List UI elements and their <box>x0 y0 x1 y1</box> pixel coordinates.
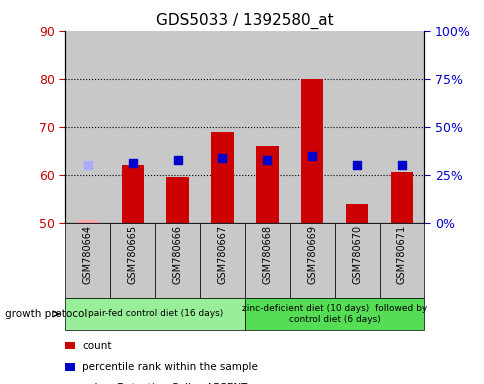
Point <box>129 160 136 166</box>
Bar <box>289 31 334 223</box>
Point <box>84 162 91 168</box>
Text: growth protocol: growth protocol <box>5 309 87 319</box>
Bar <box>301 79 323 223</box>
Bar <box>345 204 367 223</box>
Bar <box>155 31 199 223</box>
Point <box>218 155 226 161</box>
Text: GSM780664: GSM780664 <box>83 225 93 284</box>
Text: percentile rank within the sample: percentile rank within the sample <box>82 362 258 372</box>
Text: GSM780668: GSM780668 <box>262 225 272 284</box>
Bar <box>334 31 378 223</box>
Point <box>397 162 405 168</box>
Bar <box>378 31 424 223</box>
Bar <box>390 172 412 223</box>
Text: GSM780666: GSM780666 <box>172 225 182 284</box>
Bar <box>256 146 278 223</box>
Point <box>352 162 360 168</box>
Bar <box>244 31 289 223</box>
Text: GSM780670: GSM780670 <box>351 225 362 284</box>
Text: count: count <box>82 341 112 351</box>
Text: GSM780671: GSM780671 <box>396 225 406 284</box>
Bar <box>166 177 188 223</box>
Bar <box>110 31 155 223</box>
Bar <box>121 165 144 223</box>
Bar <box>211 131 233 223</box>
Point <box>308 152 316 159</box>
Bar <box>65 31 110 223</box>
Title: GDS5033 / 1392580_at: GDS5033 / 1392580_at <box>156 13 333 29</box>
Bar <box>76 220 99 223</box>
Text: GSM780667: GSM780667 <box>217 225 227 284</box>
Text: GSM780669: GSM780669 <box>306 225 317 284</box>
Point <box>173 157 181 164</box>
Bar <box>199 31 244 223</box>
Text: value, Detection Call = ABSENT: value, Detection Call = ABSENT <box>82 383 247 384</box>
Text: pair-fed control diet (16 days): pair-fed control diet (16 days) <box>88 310 222 318</box>
Text: GSM780665: GSM780665 <box>127 225 137 284</box>
Text: zinc-deficient diet (10 days)  followed by
control diet (6 days): zinc-deficient diet (10 days) followed b… <box>242 304 426 324</box>
Point <box>263 157 271 164</box>
